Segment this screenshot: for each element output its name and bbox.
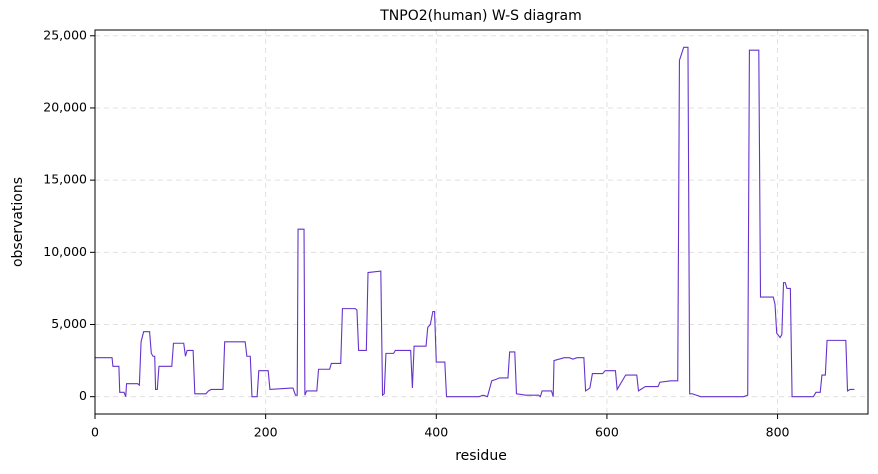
x-tick-label: 800 [766,425,790,440]
chart-title: TNPO2(human) W-S diagram [379,8,581,24]
data-line [95,46,855,398]
y-axis-label: observations [10,177,26,267]
x-tick-label: 600 [595,425,619,440]
x-tick-label: 400 [424,425,448,440]
plot-frame [94,29,869,415]
x-axis-label: residue [455,448,507,464]
y-tick-label: 25,000 [43,27,87,42]
y-tick-label: 20,000 [43,99,87,114]
y-tick-label: 0 [79,388,87,403]
x-tick-label: 200 [254,425,278,440]
y-tick-label: 15,000 [43,172,87,187]
x-tick-label: 0 [91,425,99,440]
y-tick-label: 10,000 [43,244,87,259]
y-tick-label: 5,000 [51,316,87,331]
